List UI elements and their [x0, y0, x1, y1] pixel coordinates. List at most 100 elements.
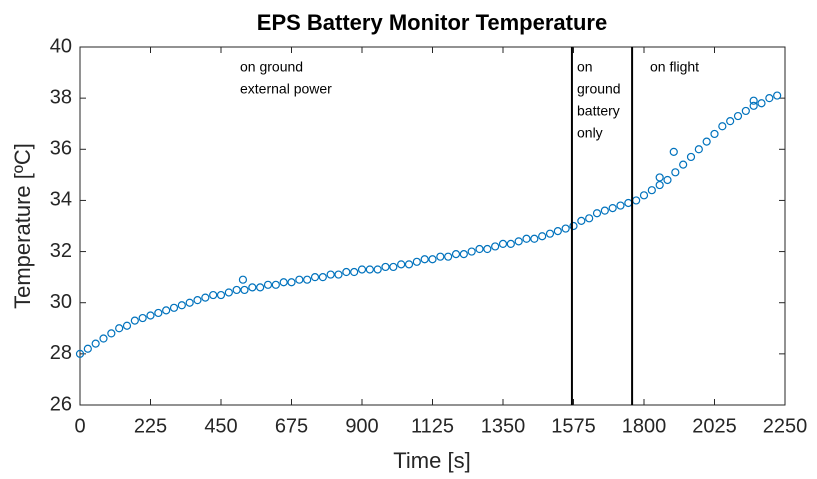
point [279, 278, 288, 287]
point [538, 232, 547, 241]
point [373, 265, 382, 274]
point [350, 267, 359, 277]
point [491, 242, 500, 251]
point [686, 152, 696, 162]
x-tick-label: 900 [345, 415, 378, 437]
point [428, 255, 437, 264]
point [209, 290, 218, 300]
point [616, 201, 625, 210]
point [655, 173, 664, 182]
point [169, 303, 179, 312]
x-tick-label: 225 [134, 415, 167, 437]
point [498, 239, 508, 248]
point [733, 111, 743, 121]
point [318, 273, 327, 282]
point [107, 329, 116, 338]
point [404, 260, 414, 269]
annotation: external power [240, 81, 332, 97]
annotation: on [577, 59, 593, 75]
point [671, 168, 680, 177]
point [655, 180, 664, 190]
chart-title: EPS Battery Monitor Temperature [257, 10, 607, 35]
point [561, 224, 570, 233]
point [639, 191, 649, 200]
point [232, 285, 241, 295]
point [122, 321, 132, 330]
point [263, 280, 273, 289]
point [522, 234, 531, 243]
point [381, 262, 390, 272]
point [420, 255, 429, 264]
point [506, 239, 515, 248]
point [459, 250, 468, 259]
point [765, 94, 774, 103]
point [514, 237, 523, 246]
annotation: only [577, 125, 603, 141]
point [271, 280, 280, 289]
point [608, 204, 617, 213]
y-tick-label: 26 [50, 393, 72, 415]
point [75, 349, 85, 358]
plot-area [79, 46, 786, 406]
y-tick-label: 28 [50, 342, 72, 364]
point [342, 267, 351, 277]
point [451, 250, 461, 259]
point [577, 216, 586, 225]
x-tick-label: 2025 [692, 415, 737, 437]
point [718, 122, 727, 131]
point [91, 339, 100, 348]
point [256, 283, 265, 292]
point [773, 91, 782, 100]
point [749, 96, 758, 105]
point [726, 117, 735, 126]
point [444, 252, 453, 261]
point [201, 293, 210, 302]
point [216, 290, 226, 300]
x-tick-label: 1125 [411, 415, 454, 437]
x-tick-label: 1575 [551, 415, 596, 437]
x-tick-label: 0 [74, 415, 85, 437]
x-tick-label: 1800 [622, 415, 667, 437]
point [647, 186, 656, 195]
point [310, 273, 320, 282]
annotation: on ground [240, 59, 303, 75]
point [83, 344, 92, 353]
y-tick-label: 34 [50, 189, 72, 211]
x-tick-label: 675 [275, 415, 308, 437]
y-tick-label: 36 [50, 138, 72, 160]
point [436, 252, 445, 261]
point [741, 106, 750, 116]
y-tick-label: 38 [50, 86, 72, 108]
annotation: on flight [650, 59, 699, 75]
point [530, 234, 539, 243]
point [592, 209, 602, 218]
point [679, 160, 688, 169]
point [663, 175, 672, 185]
point [702, 137, 711, 146]
y-tick-label: 32 [50, 240, 72, 262]
point [115, 324, 124, 333]
point [326, 270, 335, 279]
point [193, 296, 202, 305]
y-tick-label: 30 [50, 291, 72, 313]
point [467, 247, 476, 256]
x-tick-label: 1350 [481, 415, 526, 437]
point [162, 306, 171, 315]
point [248, 283, 257, 292]
y-axis-label: Temperature [ºC] [10, 143, 35, 309]
point [710, 129, 719, 139]
point [357, 265, 367, 274]
annotation: ground [577, 81, 621, 97]
point [545, 229, 555, 238]
x-tick-label: 450 [204, 415, 237, 437]
annotation: battery [577, 103, 620, 119]
point [130, 316, 139, 325]
point [397, 260, 406, 269]
point [287, 278, 296, 287]
point [154, 308, 163, 318]
y-tick-label: 40 [50, 35, 72, 57]
point [334, 270, 343, 279]
point [177, 301, 186, 310]
point [600, 206, 609, 215]
point [295, 275, 304, 284]
